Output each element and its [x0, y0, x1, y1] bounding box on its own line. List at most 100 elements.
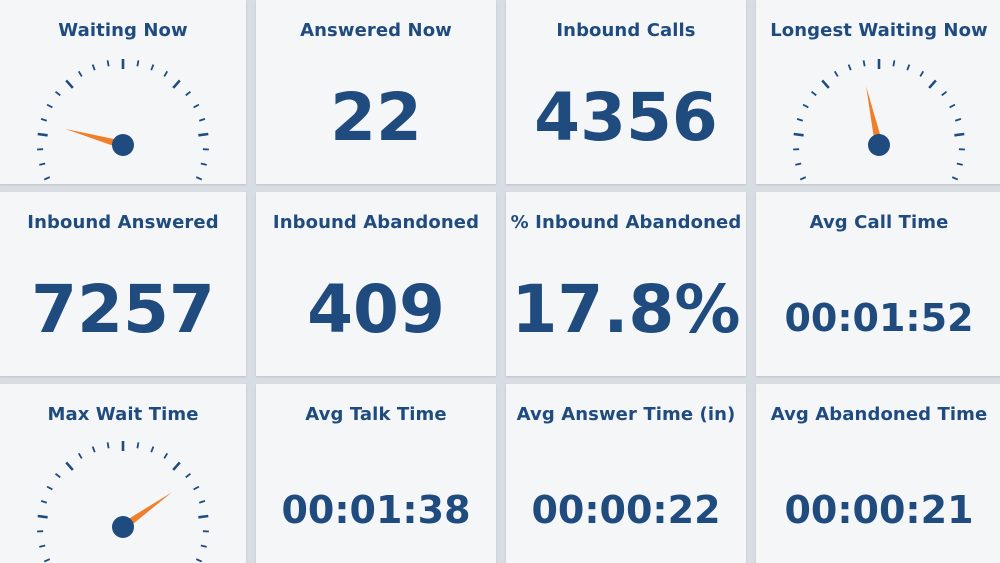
tile-pct-inbound-abandoned[interactable]: % Inbound Abandoned 17.8%: [506, 192, 746, 376]
gauge-tick: [136, 442, 140, 449]
tile-title: Waiting Now: [58, 20, 188, 41]
gauge-hub: [112, 134, 134, 156]
gauge-max-wait-time: [37, 441, 209, 563]
gauge-tick: [163, 452, 169, 459]
gauge-tick: [54, 90, 61, 97]
gauge-tick: [150, 64, 155, 71]
gauge-tick: [919, 70, 925, 77]
gauge-tick: [40, 118, 48, 122]
gauge-tick: [39, 544, 46, 548]
gauge-tick: [956, 162, 963, 166]
gauge-tick: [195, 558, 203, 563]
gauge-tick: [906, 64, 911, 71]
tile-longest-waiting-now[interactable]: Longest Waiting Now: [756, 0, 1000, 184]
gauge-tick: [46, 485, 53, 491]
gauge-tick: [136, 60, 140, 67]
gauge-tick: [185, 472, 192, 479]
tile-title: Inbound Answered: [27, 212, 219, 233]
gauge-tick: [163, 70, 169, 77]
tile-inbound-answered[interactable]: Inbound Answered 7257: [0, 192, 246, 376]
gauge-tick: [821, 79, 830, 89]
gauge-tick: [91, 64, 96, 71]
gauge-tick: [793, 132, 804, 137]
tile-title: Avg Answer Time (in): [516, 404, 736, 425]
gauge-tick: [91, 446, 96, 453]
gauge-tick: [847, 64, 852, 71]
gauge-hub: [112, 516, 134, 538]
gauge-tick: [796, 118, 804, 122]
gauge-tick: [954, 132, 965, 137]
gauge-tick: [941, 90, 948, 97]
gauge-tick: [106, 442, 110, 449]
gauge-tick: [928, 79, 937, 89]
tile-inbound-calls[interactable]: Inbound Calls 4356: [506, 0, 746, 184]
gauge-hub: [868, 134, 890, 156]
tile-inbound-abandoned[interactable]: Inbound Abandoned 409: [256, 192, 496, 376]
gauge-tick: [150, 446, 155, 453]
tile-title: Avg Abandoned Time: [770, 404, 988, 425]
tile-answered-now[interactable]: Answered Now 22: [256, 0, 496, 184]
gauge-tick: [833, 70, 839, 77]
gauge-tick: [799, 176, 807, 181]
tile-value: 00:00:21: [784, 488, 974, 532]
gauge-tick: [193, 103, 200, 109]
gauge-needle: [120, 492, 172, 531]
tile-value: 22: [330, 79, 422, 156]
tile-value: 4356: [534, 79, 718, 156]
tile-title: Avg Talk Time: [305, 404, 447, 425]
tile-value: 00:00:22: [531, 488, 721, 532]
gauge-tick: [198, 118, 206, 122]
gauge-tick: [195, 176, 203, 181]
gauge-tick: [200, 544, 207, 548]
tile-avg-abandoned-time[interactable]: Avg Abandoned Time 00:00:21: [756, 384, 1000, 563]
tile-title: Inbound Calls: [556, 20, 696, 41]
gauge-tick: [37, 132, 48, 137]
gauge-tick: [106, 60, 110, 67]
tile-value: 00:01:38: [281, 488, 471, 532]
tile-avg-call-time[interactable]: Avg Call Time 00:01:52: [756, 192, 1000, 376]
gauge-tick: [892, 60, 896, 67]
tile-value: 409: [307, 271, 445, 348]
gauge-tick: [198, 514, 209, 519]
gauge-tick: [172, 79, 181, 89]
gauge-tick: [40, 500, 48, 504]
gauge-tick: [65, 461, 74, 471]
gauge-tick: [46, 103, 53, 109]
gauge-tick: [77, 70, 83, 77]
tile-title: Avg Call Time: [809, 212, 949, 233]
tile-value: 7257: [31, 271, 215, 348]
gauge-tick: [949, 103, 956, 109]
gauge-tick: [200, 162, 207, 166]
gauge-tick: [810, 90, 817, 97]
tile-title: Answered Now: [300, 20, 452, 41]
tile-value: 00:01:52: [784, 296, 974, 340]
gauge-tick: [39, 162, 46, 166]
gauge-tick: [862, 60, 866, 67]
tile-title: Inbound Abandoned: [272, 212, 480, 233]
tile-avg-answer-time[interactable]: Avg Answer Time (in) 00:00:22: [506, 384, 746, 563]
gauge-tick: [193, 485, 200, 491]
tile-waiting-now[interactable]: Waiting Now: [0, 0, 246, 184]
gauge-tick: [795, 162, 802, 166]
gauge-tick: [77, 452, 83, 459]
tile-avg-talk-time[interactable]: Avg Talk Time 00:01:38: [256, 384, 496, 563]
gauge-needle: [866, 86, 883, 146]
gauge-longest-waiting-now: [793, 59, 965, 181]
gauge-tick: [954, 118, 962, 122]
gauge-tick: [37, 514, 48, 519]
tile-value: 17.8%: [511, 271, 741, 348]
gauge-tick: [951, 176, 959, 181]
gauge-tick: [802, 103, 809, 109]
gauge-needle: [65, 128, 125, 149]
gauge-tick: [185, 90, 192, 97]
gauge-tick: [65, 79, 74, 89]
gauge-tick: [43, 558, 51, 563]
gauge-tick: [43, 176, 51, 181]
gauge-tick: [198, 132, 209, 137]
gauge-tick: [172, 461, 181, 471]
gauge-tick: [198, 500, 206, 504]
tile-max-wait-time[interactable]: Max Wait Time: [0, 384, 246, 563]
tile-title: Longest Waiting Now: [770, 20, 988, 41]
gauge-tick: [54, 472, 61, 479]
